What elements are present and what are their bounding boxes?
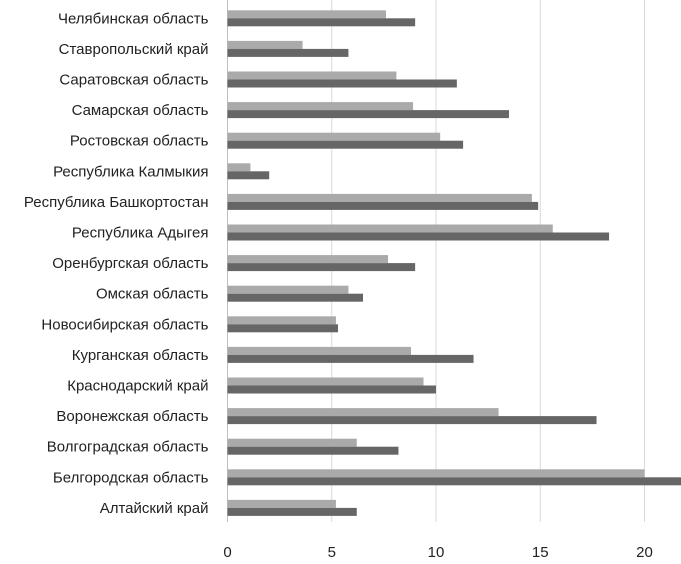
category-label: Ростовская область (70, 133, 209, 150)
bar-series-1 (227, 10, 386, 19)
bar-series-1 (227, 285, 349, 294)
x-tick-label: 15 (532, 544, 549, 561)
category-label: Новосибирская область (41, 316, 208, 333)
category-label: Республика Адыгея (72, 225, 209, 242)
category-label: Саратовская область (59, 72, 208, 89)
category-label: Белгородская область (53, 469, 209, 486)
bar-series-2 (227, 324, 339, 333)
bar-series-1 (227, 469, 645, 478)
bar-series-1 (227, 499, 336, 508)
bar-series-2 (227, 79, 457, 88)
bar-series-2 (227, 201, 539, 210)
bar-series-2 (227, 140, 464, 149)
bar-series-2 (227, 110, 509, 119)
bar-series-2 (227, 507, 357, 516)
x-tick-labels: 0 5 10 15 20 (223, 544, 653, 561)
category-label: Оренбургская область (52, 255, 208, 272)
x-tick-label: 10 (428, 544, 445, 561)
category-label: Волгоградская область (47, 439, 209, 456)
bar-series-1 (227, 224, 553, 233)
bar-series-1 (227, 71, 397, 80)
bar-series-2 (227, 354, 474, 363)
category-label: Республика Калмыкия (53, 163, 208, 180)
bar-series-2 (227, 446, 399, 455)
bar-series-2 (227, 477, 681, 486)
bar-series-1 (227, 408, 499, 417)
category-label: Ставропольский край (59, 41, 209, 58)
category-label: Краснодарский край (67, 378, 208, 395)
bar-series-1 (227, 255, 389, 264)
category-label: Воронежская область (56, 408, 208, 425)
bar-series-1 (227, 132, 441, 141)
x-tick-label: 20 (636, 544, 653, 561)
x-tick-label: 0 (223, 544, 231, 561)
category-label: Омская область (96, 286, 209, 303)
bar-series-2 (227, 385, 436, 394)
bar-series-1 (227, 163, 251, 172)
category-labels: Алтайский край Белгородская область Волгог… (24, 10, 209, 517)
bar-series-2 (227, 293, 364, 302)
category-label: Республика Башкортостан (24, 194, 209, 211)
category-label: Челябинская область (58, 10, 209, 27)
bar-series-2 (227, 416, 597, 425)
bar-series-1 (227, 346, 411, 355)
category-label: Самарская область (72, 102, 209, 119)
bar-series-1 (227, 40, 303, 49)
category-label: Алтайский край (100, 500, 209, 517)
bar-series-1 (227, 377, 424, 386)
bar-series-2 (227, 48, 349, 57)
bar-series-1 (227, 193, 532, 202)
bar-series-2 (227, 232, 610, 241)
bar-series-1 (227, 438, 357, 447)
bars (227, 10, 681, 516)
x-tick-label: 5 (328, 544, 336, 561)
bar-series-1 (227, 102, 414, 111)
bar-series-2 (227, 171, 270, 180)
category-label: Курганская область (72, 347, 209, 364)
bar-series-1 (227, 316, 336, 325)
bar-series-2 (227, 263, 416, 272)
bar-series-2 (227, 18, 416, 27)
